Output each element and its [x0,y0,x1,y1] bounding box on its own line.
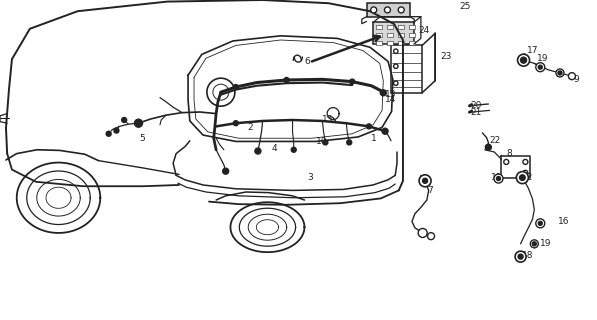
Circle shape [519,175,525,180]
Bar [387,41,393,45]
Circle shape [393,81,398,85]
Circle shape [347,140,352,145]
Text: 24: 24 [418,26,429,35]
Text: 25: 25 [460,2,471,11]
Bar [367,3,410,17]
Circle shape [536,219,545,228]
Bar [376,25,382,29]
Circle shape [380,90,386,96]
Text: 19: 19 [540,239,552,248]
Circle shape [106,131,111,136]
Circle shape [323,140,328,145]
Text: 19: 19 [537,54,549,63]
Circle shape [418,228,427,237]
Bar [409,33,415,37]
Text: 8: 8 [506,149,512,158]
Circle shape [367,124,371,129]
Circle shape [521,57,527,63]
Circle shape [515,251,526,262]
Text: 15: 15 [322,115,334,124]
Bar [387,33,393,37]
Text: 21: 21 [470,108,482,117]
Bar [409,41,415,45]
Bar [391,45,422,93]
Text: 20: 20 [470,101,482,110]
Text: 13: 13 [385,90,396,99]
Circle shape [393,64,398,68]
Text: 12: 12 [522,173,534,182]
Circle shape [533,242,536,246]
Bar [387,25,393,29]
Bar [398,41,404,45]
Circle shape [384,7,390,13]
Circle shape [538,65,542,69]
Circle shape [504,159,509,164]
Circle shape [233,84,238,90]
Circle shape [223,168,229,174]
Circle shape [122,117,127,123]
Text: 4: 4 [272,144,277,153]
Circle shape [114,128,119,133]
Circle shape [485,144,491,150]
Circle shape [516,172,528,184]
Circle shape [530,240,538,248]
Circle shape [382,128,388,134]
Circle shape [558,71,562,75]
Text: 1: 1 [371,134,377,143]
Text: 7: 7 [427,186,433,195]
Circle shape [233,121,238,126]
Circle shape [350,79,355,84]
Text: 17: 17 [527,46,538,55]
Circle shape [494,174,503,183]
Circle shape [536,63,545,72]
Text: 10: 10 [316,137,328,146]
Text: 11: 11 [491,173,503,182]
Circle shape [427,233,435,240]
Circle shape [518,54,530,66]
Circle shape [423,178,427,183]
Text: 16: 16 [558,217,570,226]
Circle shape [284,77,289,83]
Bar [376,41,382,45]
Bar [376,33,382,37]
Text: 22: 22 [490,136,501,145]
Circle shape [497,177,500,180]
Bar [409,25,415,29]
Bar [373,22,414,44]
Circle shape [419,175,431,187]
Text: 18: 18 [522,252,534,260]
Circle shape [523,170,528,175]
Text: 6: 6 [304,57,310,66]
Circle shape [568,73,576,80]
Circle shape [291,147,296,152]
Text: 5: 5 [139,134,145,143]
Circle shape [393,49,398,53]
Circle shape [371,7,377,13]
Circle shape [518,254,523,259]
Text: 9: 9 [573,75,579,84]
Circle shape [538,221,542,225]
Circle shape [255,148,261,154]
Circle shape [523,159,528,164]
Text: 3: 3 [307,173,313,182]
Bar [398,25,404,29]
Bar [398,33,404,37]
Text: 14: 14 [385,95,396,104]
Circle shape [398,7,404,13]
Text: 23: 23 [441,52,452,61]
Circle shape [556,69,564,77]
Circle shape [134,119,143,127]
Text: 2: 2 [248,124,253,132]
